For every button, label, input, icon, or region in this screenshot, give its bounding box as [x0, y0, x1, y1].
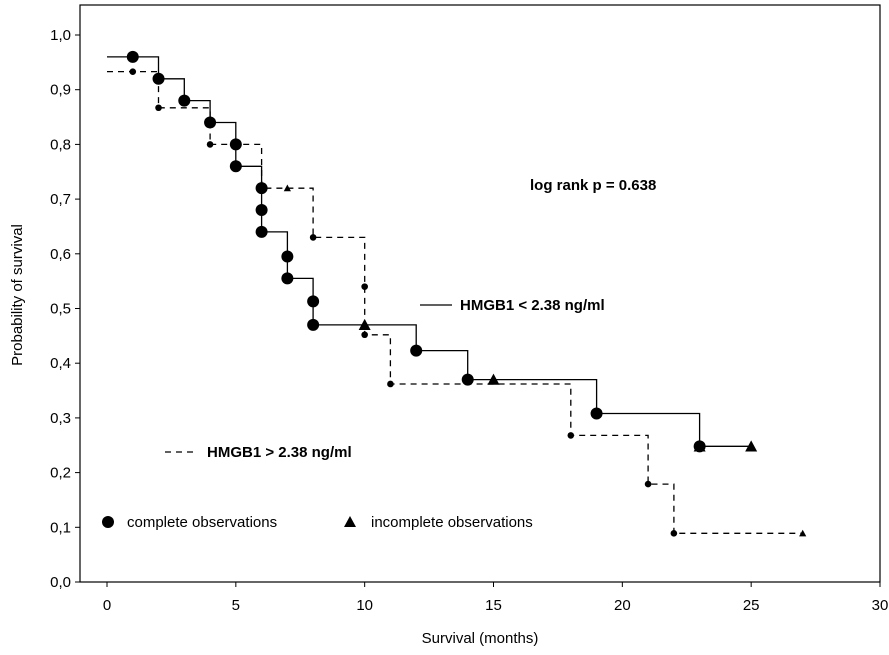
complete-observation-point — [309, 234, 317, 241]
x-tick-label: 0 — [103, 597, 111, 614]
x-axis-label: Survival (months) — [422, 630, 539, 647]
y-tick-label: 1,0 — [50, 27, 71, 44]
series-line — [107, 70, 803, 534]
complete-observation-point — [255, 182, 268, 195]
complete-observation-point — [361, 331, 368, 339]
series-high — [107, 68, 807, 537]
axes — [79, 4, 881, 583]
complete-observation-point — [361, 283, 368, 290]
series-low — [107, 50, 758, 453]
y-tick-label: 0,0 — [50, 574, 71, 591]
plot-frame — [79, 4, 881, 583]
complete-observation-point — [387, 380, 394, 388]
x-tick-label: 10 — [356, 597, 373, 614]
y-tick-label: 0,3 — [50, 410, 71, 427]
y-tick-label: 0,5 — [50, 301, 71, 318]
complete-observation-point — [307, 318, 320, 331]
complete-observation-point — [461, 373, 474, 386]
incomplete-observation-point — [745, 440, 758, 452]
legend-solid-label: HMGB1 < 2.38 ng/ml — [460, 297, 605, 314]
x-tick-label: 25 — [743, 597, 760, 614]
complete-observation-point — [644, 480, 652, 488]
y-tick-label: 0,6 — [50, 246, 71, 263]
legend-complete-marker — [102, 516, 114, 528]
legend-dashed-label: HMGB1 > 2.38 ng/ml — [207, 444, 352, 461]
complete-observation-point — [281, 272, 294, 285]
x-tick-label: 30 — [872, 597, 889, 614]
series-line — [107, 56, 752, 447]
x-tick-label: 15 — [485, 597, 502, 614]
complete-observation-point — [206, 141, 214, 148]
incomplete-observation-point — [487, 373, 500, 385]
incomplete-observation-point — [799, 529, 807, 537]
x-tick-label: 20 — [614, 597, 631, 614]
complete-observation-point — [126, 50, 139, 63]
complete-observation-point — [155, 104, 162, 112]
y-tick-label: 0,1 — [50, 519, 71, 536]
legend-incomplete-label: incomplete observations — [371, 514, 533, 531]
y-tick-label: 0,7 — [50, 191, 71, 208]
complete-observation-point — [590, 407, 603, 420]
legend-incomplete-marker — [344, 516, 356, 527]
legend-complete-label: complete observations — [127, 514, 277, 531]
incomplete-observation-point — [693, 440, 706, 452]
complete-observation-point — [229, 160, 242, 173]
complete-observation-point — [410, 344, 423, 357]
ticks: 0 5 10 15 20 25 30 0,0 0,1 0,2 0,3 0,4 0,5 0,6 0,7 0,8 0… — [50, 27, 888, 614]
series-layer — [107, 50, 807, 537]
complete-observation-point — [670, 530, 678, 537]
x-tick-label: 5 — [232, 597, 240, 614]
complete-observation-point — [307, 295, 320, 308]
legend-series-dashed: HMGB1 > 2.38 ng/ml — [165, 444, 352, 461]
y-tick-label: 0,9 — [50, 82, 71, 99]
complete-observation-point — [255, 204, 268, 217]
legend-markers: complete observations incomplete observa… — [102, 514, 533, 531]
legend-series-solid: HMGB1 < 2.38 ng/ml — [420, 297, 605, 314]
incomplete-observation-point — [283, 184, 291, 192]
incomplete-observation-point — [258, 228, 266, 235]
y-axis-label: Probability of survival — [9, 224, 26, 366]
complete-observation-point — [281, 250, 294, 263]
complete-observation-point — [129, 68, 137, 75]
y-tick-label: 0,2 — [50, 465, 71, 482]
y-tick-label: 0,4 — [50, 355, 71, 372]
complete-observation-point — [567, 432, 575, 439]
y-tick-label: 0,8 — [50, 136, 71, 153]
complete-observation-point — [178, 94, 191, 107]
incomplete-observation-point — [361, 321, 369, 328]
log-rank-annotation: log rank p = 0.638 — [530, 177, 656, 194]
